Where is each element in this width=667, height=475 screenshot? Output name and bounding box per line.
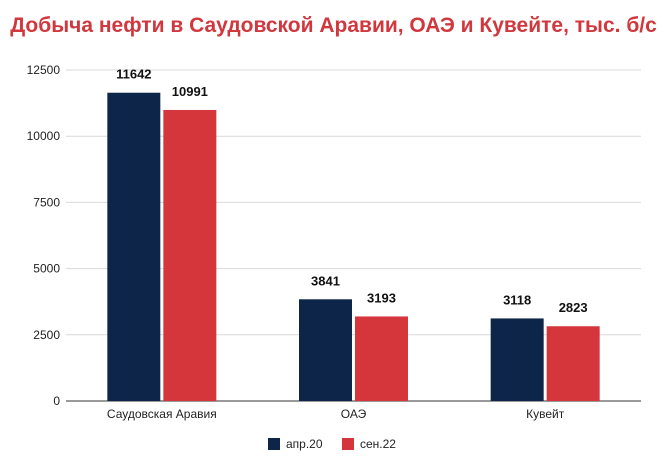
data-label: 10991 bbox=[172, 84, 208, 99]
data-label: 3193 bbox=[367, 290, 396, 305]
data-label: 11642 bbox=[116, 67, 151, 82]
bar bbox=[107, 92, 161, 401]
chart-title: Добыча нефти в Саудовской Аравии, ОАЭ и … bbox=[10, 14, 657, 37]
x-category-label: ОАЭ bbox=[341, 407, 367, 421]
x-category-label: Саудовская Аравия bbox=[107, 407, 217, 421]
y-tick-label: 12500 bbox=[27, 63, 61, 77]
bar bbox=[546, 326, 600, 401]
bar bbox=[163, 109, 217, 402]
y-tick-label: 5000 bbox=[33, 262, 60, 276]
data-label: 3118 bbox=[503, 292, 531, 307]
bar bbox=[355, 316, 408, 401]
legend: апр.20 сен.22 bbox=[268, 437, 396, 451]
data-labels: 11642 10991 3841 3193 3118 2823 bbox=[116, 67, 588, 316]
y-axis-ticks: 0 2500 5000 7500 10000 12500 bbox=[27, 63, 61, 408]
y-tick-label: 10000 bbox=[27, 129, 61, 143]
y-tick-label: 0 bbox=[53, 394, 60, 408]
y-tick-label: 7500 bbox=[33, 195, 60, 209]
data-label: 3841 bbox=[311, 273, 340, 288]
bar bbox=[490, 318, 544, 401]
legend-label: апр.20 bbox=[286, 437, 323, 451]
legend-label: сен.22 bbox=[360, 437, 396, 451]
legend-swatch bbox=[342, 438, 354, 450]
x-axis-categories: Саудовская Аравия ОАЭ Кувейт bbox=[107, 407, 565, 421]
legend-swatch bbox=[268, 438, 280, 450]
bars bbox=[107, 92, 600, 402]
y-tick-label: 2500 bbox=[33, 328, 60, 342]
bar bbox=[299, 299, 352, 401]
gridlines bbox=[66, 69, 641, 402]
data-label: 2823 bbox=[559, 300, 588, 315]
x-category-label: Кувейт bbox=[526, 407, 565, 421]
